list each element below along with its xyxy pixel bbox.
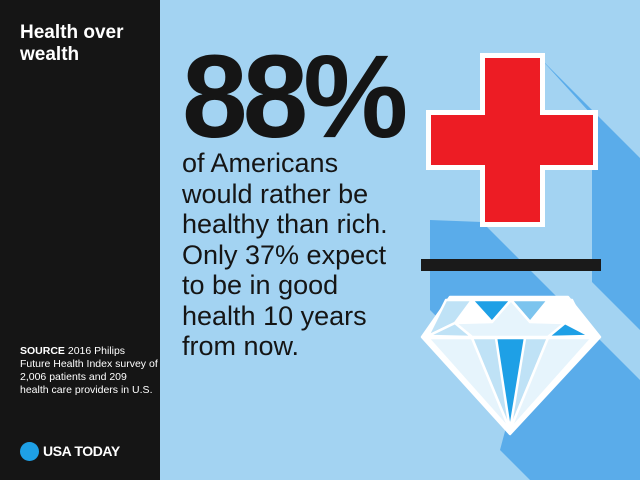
usa-today-logo: USA TODAY <box>20 441 120 461</box>
headline-stat: 88% <box>182 31 408 163</box>
sidebar-title: Health over wealth <box>20 22 124 65</box>
logo-dot-icon <box>20 441 39 461</box>
source-text: 2016 Philips Future Health Index survey … <box>20 345 158 396</box>
minus-bar-icon <box>421 259 601 271</box>
diamond-icon <box>420 295 602 436</box>
cross-shadow <box>540 58 640 330</box>
source-note: SOURCE 2016 Philips Future Health Index … <box>20 345 158 397</box>
body-text: of Americans would rather be healthy tha… <box>182 148 388 361</box>
source-label: SOURCE <box>20 345 65 357</box>
logo-text: USA TODAY <box>43 443 120 459</box>
sidebar: Health over wealth SOURCE 2016 Philips F… <box>0 0 160 480</box>
red-cross-icon <box>426 53 598 227</box>
